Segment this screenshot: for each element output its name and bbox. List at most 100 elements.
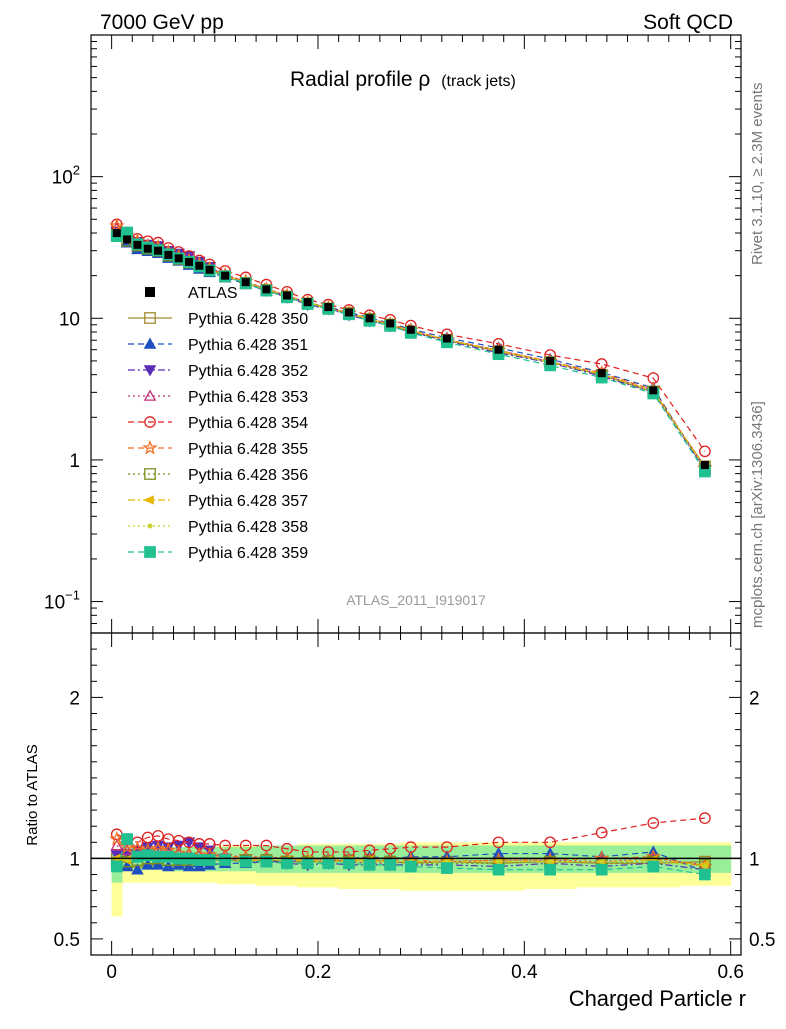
series-ratio-point (702, 863, 708, 869)
series-ratio-point (363, 858, 376, 871)
series-line (116, 223, 706, 452)
series-ratio-point (119, 839, 135, 854)
main-y-tick-label: 1 (69, 451, 80, 472)
x-axis-label: Charged Particle r (569, 986, 746, 1011)
atlas-point (546, 356, 555, 365)
mcplots-source-label: mcplots.cern.ch [arXiv:1306.3436] (749, 401, 766, 628)
x-tick-label: 0 (106, 962, 117, 983)
legend-marker (144, 546, 156, 558)
x-tick-label: 0.2 (305, 962, 331, 983)
legend-label: Pythia 6.428 350 (188, 311, 308, 328)
legend: ATLAS Pythia 6.428 350 Pythia 6.428 351 Pyt… (128, 285, 308, 562)
series-ratio-point (322, 857, 335, 870)
atlas-point (700, 461, 709, 470)
series-point (699, 445, 711, 458)
legend-label: Pythia 6.428 353 (188, 389, 308, 406)
legend-marker (142, 439, 158, 455)
ratio-y-tick-label: 1 (69, 849, 80, 870)
atlas-point (195, 261, 204, 270)
plot-title-main: Radial profile ρ (290, 68, 430, 91)
legend-item-2: Pythia 6.428 351 (128, 337, 308, 354)
series-ratio-point (647, 860, 660, 873)
series-ratio-point (699, 812, 711, 825)
main-y-tick-label: 10−1 (44, 588, 80, 614)
ratio-plot-series (91, 812, 741, 881)
series-ratio-point (131, 850, 144, 863)
legend-marker (143, 389, 157, 401)
ratio-y-tick-label: 2 (69, 688, 80, 709)
legend-marker (143, 365, 157, 377)
tick-base: 10 (44, 593, 65, 614)
series-ratio-point (109, 830, 125, 846)
series-ratio-point (595, 863, 608, 876)
series-ratio-line (116, 817, 705, 853)
main-plot-series (109, 217, 713, 478)
series-ratio-point (544, 836, 556, 849)
series-ratio-point (260, 855, 273, 868)
ratio-plot-frame (90, 632, 742, 956)
series-ratio-point (544, 863, 556, 876)
series-ratio-line (116, 851, 706, 872)
series-ratio-point (141, 858, 155, 870)
legend-marker (143, 495, 154, 505)
analysis-id-label: ATLAS_2011_I919017 (346, 592, 486, 608)
legend-item-3: Pythia 6.428 352 (128, 363, 308, 380)
atlas-point (597, 369, 606, 378)
legend-label: Pythia 6.428 351 (188, 337, 308, 354)
series-point (109, 217, 125, 233)
series-ratio-point (492, 863, 505, 876)
series-ratio-point (384, 858, 397, 871)
legend-label: Pythia 6.428 358 (188, 519, 308, 536)
atlas-point (324, 303, 333, 312)
legend-marker-atlas (145, 287, 155, 297)
series-ratio-point (203, 854, 216, 866)
series-ratio-point (182, 859, 196, 872)
legend-item-7: Pythia 6.428 356 (128, 467, 308, 484)
atlas-point (185, 257, 194, 266)
legend-label: Pythia 6.428 357 (188, 493, 308, 510)
legend-item-9: Pythia 6.428 358 (128, 519, 308, 536)
series-ratio-point (131, 863, 144, 875)
legend-item-1: Pythia 6.428 350 (128, 311, 308, 328)
series-ratio-line (116, 841, 705, 871)
series-ratio-point (151, 858, 165, 870)
series-ratio-line (116, 844, 705, 866)
series-ratio-point (120, 859, 134, 872)
series-ratio-point (110, 838, 124, 851)
series-line (116, 231, 706, 472)
series-ratio-point (599, 859, 605, 865)
series-ratio-point (343, 857, 355, 870)
series-ratio-point (699, 868, 711, 881)
legend-label: Pythia 6.428 359 (188, 545, 308, 562)
atlas-point (133, 240, 142, 249)
header-right-label: Soft QCD (643, 11, 733, 34)
series-ratio-point (404, 860, 417, 873)
tick-base: 10 (52, 168, 73, 189)
ratio-y-tick-label: 0.5 (54, 930, 80, 951)
atlas-point (241, 278, 250, 287)
series-ratio-point (492, 836, 505, 849)
series-ratio-point (193, 854, 206, 866)
atlas-point (164, 250, 173, 259)
atlas-point (123, 235, 132, 244)
series-ratio-point (441, 862, 453, 874)
series-ratio-point (547, 859, 553, 865)
legend-marker (144, 312, 156, 324)
series-ratio-point (110, 860, 123, 873)
legend-item-6: Pythia 6.428 355 (128, 439, 308, 458)
legend-marker (144, 468, 156, 480)
legend-label: Pythia 6.428 355 (188, 441, 308, 458)
atlas-point (649, 386, 658, 395)
series-ratio-point (281, 857, 293, 870)
series-ratio-point (496, 859, 502, 865)
series-ratio-point (647, 817, 660, 829)
atlas-point (154, 246, 163, 255)
legend-marker (144, 416, 156, 428)
series-ratio-point (152, 850, 164, 863)
series-ratio-line (116, 857, 705, 866)
ratio-ylabel: Ratio to ATLAS (24, 744, 41, 845)
legend-marker (143, 337, 157, 349)
ratio-y-tick-label-right: 2 (749, 688, 760, 709)
